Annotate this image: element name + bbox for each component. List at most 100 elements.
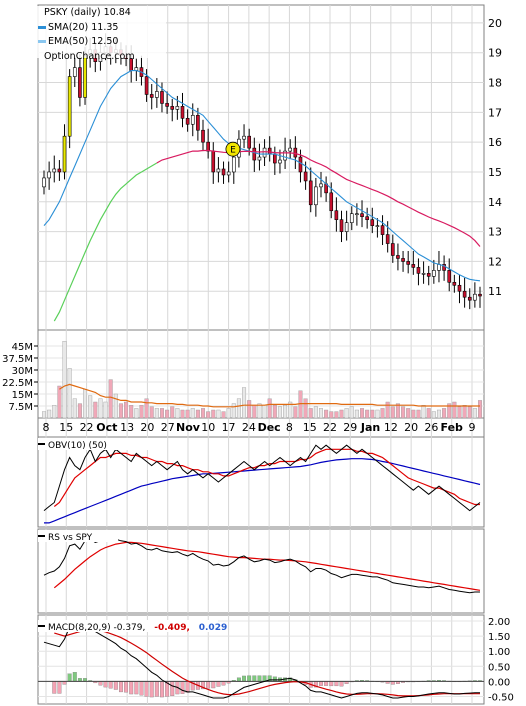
volume-bar	[88, 395, 93, 419]
volume-bar	[467, 406, 472, 419]
candle-body	[401, 258, 405, 262]
candle-body	[339, 219, 344, 232]
volume-bar	[118, 403, 123, 419]
brand-label: OptionChance.com	[44, 51, 135, 62]
candle-body	[78, 67, 82, 98]
volume-bar	[447, 403, 452, 419]
macd-hist-bar	[319, 681, 323, 686]
x-tick-label: 13	[120, 421, 134, 434]
volume-bar	[395, 403, 400, 419]
volume-bar	[139, 405, 144, 419]
candle-body	[160, 91, 164, 104]
ema-line-late	[156, 149, 481, 247]
candle-body	[334, 210, 339, 220]
volume-bar	[190, 408, 195, 419]
candle-body	[42, 177, 46, 188]
volume-bar	[478, 400, 483, 419]
candle-body	[355, 213, 359, 216]
volume-bar	[272, 405, 277, 419]
candle-body	[231, 156, 236, 173]
volume-bar	[416, 409, 421, 419]
macd-hist-bar	[149, 681, 154, 698]
panel-frame-rs	[37, 528, 485, 614]
macd-hist-bar	[242, 675, 246, 682]
x-tick-label: 20	[140, 421, 154, 434]
candle-body	[385, 234, 390, 244]
candle-body	[406, 261, 410, 265]
candle-body	[447, 270, 452, 283]
candle-body	[216, 168, 221, 173]
volume-bar	[67, 368, 72, 419]
volume-bar	[354, 409, 359, 419]
macd-legend-background	[38, 620, 218, 632]
price-y-tick-label: 17	[488, 106, 502, 119]
earnings-marker	[225, 141, 241, 157]
candle-body	[190, 115, 195, 125]
x-tick-label: 26	[424, 421, 438, 434]
macd-hist-bar	[52, 681, 57, 694]
volume-bar	[324, 409, 329, 419]
volume-bar	[426, 408, 431, 419]
macd-signal-label: -0.409,	[154, 623, 190, 633]
candle-body	[298, 156, 303, 173]
macd-hist-bar	[206, 681, 211, 689]
volume-bar	[411, 409, 416, 419]
macd-hist-bar	[134, 681, 139, 695]
volume-bar	[159, 408, 164, 419]
sma-line	[43, 70, 481, 282]
candle-body	[380, 225, 385, 235]
volume-y-tick-label: 30M	[12, 366, 33, 377]
macd-hist-bar	[257, 675, 262, 682]
volume-bar	[421, 405, 426, 419]
candle-body	[185, 118, 190, 125]
candle-body	[416, 267, 421, 274]
volume-bar	[436, 409, 441, 419]
x-tick-label: Oct	[96, 421, 117, 434]
price-y-tick-label: 13	[488, 226, 502, 239]
candle-body	[319, 183, 323, 188]
x-tick-label: 17	[222, 421, 236, 434]
candle-body	[155, 91, 159, 98]
volume-bar	[165, 409, 170, 419]
volume-bar	[124, 401, 129, 419]
macd-hist-bar	[113, 681, 118, 690]
obv-legend-swatch	[38, 443, 45, 445]
panel-frame-main	[37, 4, 485, 331]
macd-y-tick-label: 1.00	[488, 647, 510, 658]
volume-y-tick-label: 22.5M	[2, 378, 33, 389]
candle-body	[273, 153, 277, 164]
x-tick-label: 15	[303, 421, 317, 434]
x-tick-label: 22	[323, 421, 337, 434]
candle-body	[226, 171, 231, 176]
volume-bar	[144, 398, 149, 419]
volume-bar	[211, 409, 216, 419]
grid-layer	[34, 4, 485, 705]
volume-bar	[98, 398, 103, 419]
candle-body	[344, 222, 349, 232]
x-tick-label: 10	[201, 421, 215, 434]
volume-bar	[442, 408, 447, 419]
volume-bar	[283, 405, 288, 419]
macd-hist-bar	[334, 681, 339, 687]
macd-y-tick-label: 0.00	[488, 677, 510, 688]
candle-body	[47, 171, 51, 179]
volume-bar	[329, 411, 334, 419]
candle-body	[303, 171, 308, 182]
volume-bar	[406, 408, 411, 419]
volume-y-tick-label: 7.5M	[8, 402, 33, 413]
macd-hist-bar	[324, 681, 329, 686]
candle-body	[308, 180, 313, 206]
macd-hist-bar	[185, 681, 190, 693]
macd-hist-bar	[221, 681, 226, 686]
candle-body	[247, 135, 251, 149]
volume-bar	[154, 408, 159, 419]
x-tick-label: 24	[242, 421, 256, 434]
volume-y-tick-label: 45M	[12, 342, 33, 353]
candle-body	[457, 284, 462, 292]
volume-bar	[257, 403, 262, 419]
main-legend: PSKY (daily) 10.84 SMA(20) 11.35 EMA(50)…	[36, 6, 166, 62]
labels-layer: 8 15 22 Oct 13 20 27 Nov 10 17 24 Dec 8 15 22 29 Jan 12 20…	[2, 17, 514, 704]
volume-bar	[47, 409, 52, 419]
volume-bar	[83, 389, 88, 419]
volume-bar	[370, 409, 375, 419]
